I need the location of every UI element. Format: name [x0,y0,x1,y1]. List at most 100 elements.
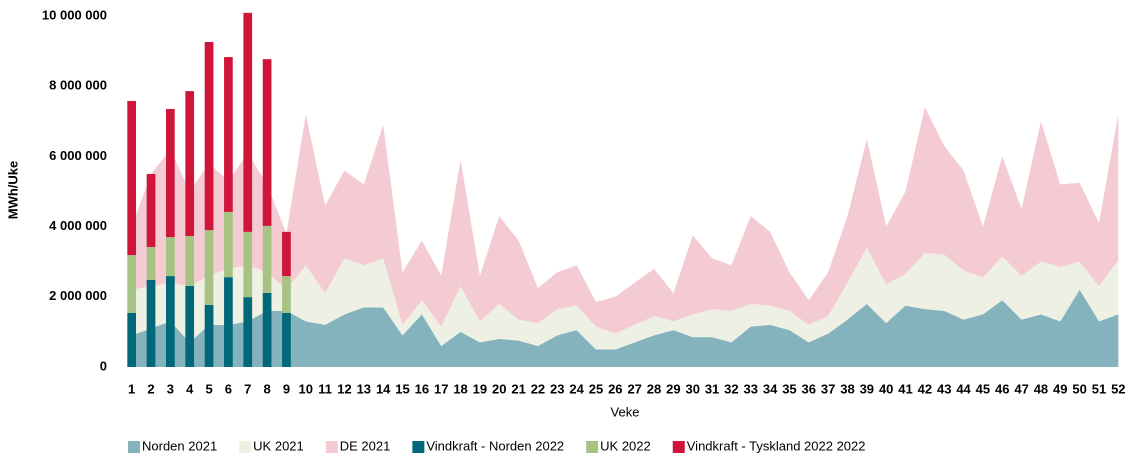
bar [243,297,253,367]
x-tick-label: 31 [705,381,719,396]
x-tick-label: 43 [937,381,951,396]
legend-label: Vindkraft - Tyskland 2022 2022 [687,438,866,453]
y-tick-label: 10 000 000 [42,7,107,22]
y-axis-title: MWh/Uke [5,161,20,220]
x-tick-label: 37 [821,381,835,396]
x-tick-label: 45 [976,381,990,396]
x-tick-label: 4 [186,381,194,396]
bar [166,109,175,238]
x-tick-label: 27 [627,381,641,396]
bar [224,57,233,212]
x-tick-label: 21 [511,381,525,396]
bar [204,41,214,231]
bar [127,100,137,256]
x-tick-label: 11 [318,381,332,396]
x-tick-label: 24 [569,381,584,396]
x-tick-label: 20 [492,381,506,396]
legend-swatch [239,441,252,453]
legend-swatch [128,441,140,453]
bar [262,225,272,293]
x-tick-label: 50 [1072,381,1086,396]
bar [224,277,233,367]
legend-swatch [412,441,425,453]
bar [243,231,253,298]
x-tick-label: 52 [1111,381,1125,396]
area [131,289,1119,367]
bar [166,276,175,367]
x-tick-label: 33 [744,381,758,396]
x-tick-label: 32 [724,381,738,396]
legend-label: Norden 2021 [142,438,217,453]
x-tick-label: 29 [666,381,680,396]
x-tick-label: 16 [415,381,429,396]
y-tick-label: 6 000 000 [49,148,107,163]
y-tick-label: 4 000 000 [49,218,107,233]
bar [204,230,214,305]
x-tick-label: 49 [1053,381,1067,396]
x-tick-label: 23 [550,381,564,396]
bar [185,91,195,237]
x-tick-label: 46 [995,381,1009,396]
x-tick-label: 12 [337,381,351,396]
legend-swatch [586,441,599,453]
x-tick-label: 39 [860,381,874,396]
x-tick-label: 19 [473,381,487,396]
x-tick-label: 48 [1034,381,1048,396]
area [131,107,1119,334]
x-tick-label: 40 [879,381,893,396]
x-tick-label: 51 [1092,381,1106,396]
x-tick-label: 47 [1014,381,1028,396]
x-tick-label: 35 [782,381,796,396]
bar [282,276,291,313]
x-tick-label: 30 [685,381,699,396]
x-tick-label: 2 [147,381,154,396]
x-tick-label: 1 [128,381,135,396]
bar [127,255,137,313]
bar [127,312,137,367]
x-tick-label: 15 [395,381,409,396]
legend-label: DE 2021 [340,438,391,453]
y-tick-label: 2 000 000 [49,288,107,303]
x-tick-label: 9 [283,381,290,396]
bar [166,237,175,277]
x-tick-label: 7 [244,381,251,396]
bar [204,304,214,367]
x-tick-label: 36 [802,381,816,396]
x-tick-label: 25 [589,381,603,396]
bar [282,312,291,367]
x-tick-label: 42 [918,381,932,396]
x-tick-label: 6 [225,381,232,396]
legend-swatch [672,441,685,453]
bar [146,279,156,367]
x-tick-label: 17 [434,381,448,396]
x-tick-label: 28 [647,381,661,396]
x-tick-label: 13 [357,381,371,396]
x-axis-title: Veke [611,404,640,419]
bar [224,211,233,278]
legend-swatch [325,441,338,453]
x-tick-label: 26 [608,381,622,396]
x-tick-label: 22 [531,381,545,396]
x-tick-label: 38 [840,381,854,396]
bar [146,246,156,280]
x-tick-label: 34 [763,381,778,396]
x-tick-label: 10 [299,381,313,396]
area [131,247,1119,350]
x-tick-label: 8 [263,381,270,396]
bar [185,285,195,367]
x-tick-label: 3 [167,381,174,396]
legend-label: UK 2022 [600,438,651,453]
x-tick-label: 41 [898,381,912,396]
bar [146,173,156,247]
x-tick-label: 5 [205,381,212,396]
x-tick-label: 18 [453,381,467,396]
x-tick-label: 44 [956,381,971,396]
y-tick-label: 0 [100,358,107,373]
bar [243,12,253,232]
bar [262,292,272,367]
bar [282,231,291,277]
bar [262,59,272,226]
legend-label: UK 2021 [253,438,304,453]
bar [185,236,195,286]
